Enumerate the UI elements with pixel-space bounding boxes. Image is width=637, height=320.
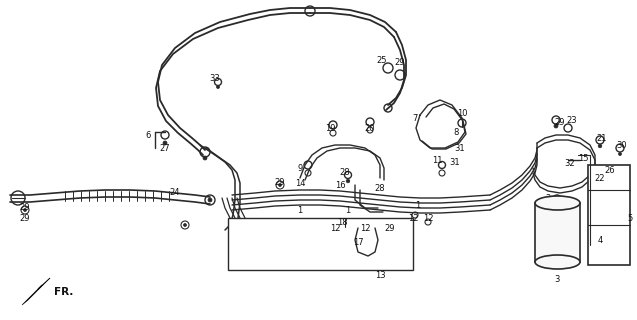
Text: 11: 11 <box>432 156 442 164</box>
Text: 1: 1 <box>297 205 303 214</box>
Circle shape <box>346 179 350 183</box>
Text: 2: 2 <box>545 194 550 203</box>
Text: 33: 33 <box>210 74 220 83</box>
Text: FR.: FR. <box>54 287 73 297</box>
Text: 7: 7 <box>412 114 418 123</box>
Ellipse shape <box>535 196 580 210</box>
Text: 16: 16 <box>334 180 345 189</box>
Text: 31: 31 <box>450 157 461 166</box>
Text: 29: 29 <box>395 58 405 67</box>
Ellipse shape <box>535 255 580 269</box>
Text: 10: 10 <box>457 108 468 117</box>
Circle shape <box>598 144 602 148</box>
Circle shape <box>24 209 27 212</box>
Text: 5: 5 <box>627 213 633 222</box>
Circle shape <box>278 183 282 187</box>
Circle shape <box>389 228 392 231</box>
Circle shape <box>619 153 622 156</box>
Text: 18: 18 <box>337 218 347 227</box>
Text: 29: 29 <box>20 213 30 222</box>
Text: 6: 6 <box>145 131 151 140</box>
Circle shape <box>203 156 207 160</box>
Text: 22: 22 <box>595 173 605 182</box>
Text: 13: 13 <box>375 270 385 279</box>
Text: 15: 15 <box>578 154 588 163</box>
Text: 3: 3 <box>554 276 560 284</box>
Text: 31: 31 <box>455 143 465 153</box>
Circle shape <box>163 141 167 145</box>
Bar <box>535 203 580 262</box>
Text: 12: 12 <box>360 223 370 233</box>
Circle shape <box>208 198 212 202</box>
Text: 24: 24 <box>169 188 180 196</box>
Text: 20: 20 <box>365 124 375 132</box>
Text: 14: 14 <box>295 179 305 188</box>
Text: 32: 32 <box>564 158 575 167</box>
Text: 1: 1 <box>345 205 350 214</box>
Text: 28: 28 <box>340 167 350 177</box>
Circle shape <box>183 223 187 227</box>
Circle shape <box>613 177 617 180</box>
Text: 28: 28 <box>375 183 385 193</box>
Circle shape <box>554 197 559 203</box>
Text: 9: 9 <box>297 164 303 172</box>
Text: 12: 12 <box>330 223 340 233</box>
Text: 29: 29 <box>555 117 565 126</box>
Circle shape <box>294 227 296 229</box>
Bar <box>588 165 630 265</box>
Text: 23: 23 <box>567 116 577 124</box>
Text: 17: 17 <box>353 237 363 246</box>
Circle shape <box>217 85 220 89</box>
Text: 29: 29 <box>275 178 285 187</box>
Text: 8: 8 <box>454 127 459 137</box>
Text: 21: 21 <box>597 133 607 142</box>
Text: 25: 25 <box>376 55 387 65</box>
Text: 19: 19 <box>325 124 335 132</box>
Text: 12: 12 <box>423 213 433 222</box>
Text: 4: 4 <box>598 236 603 244</box>
Text: 26: 26 <box>605 165 615 174</box>
Text: 27: 27 <box>160 143 170 153</box>
Circle shape <box>554 124 558 128</box>
Bar <box>228 218 413 270</box>
Polygon shape <box>22 278 50 305</box>
Text: 1: 1 <box>415 201 420 210</box>
Text: 30: 30 <box>617 140 627 149</box>
Text: 12: 12 <box>408 213 419 222</box>
Text: 29: 29 <box>20 203 30 212</box>
Text: 29: 29 <box>385 223 395 233</box>
